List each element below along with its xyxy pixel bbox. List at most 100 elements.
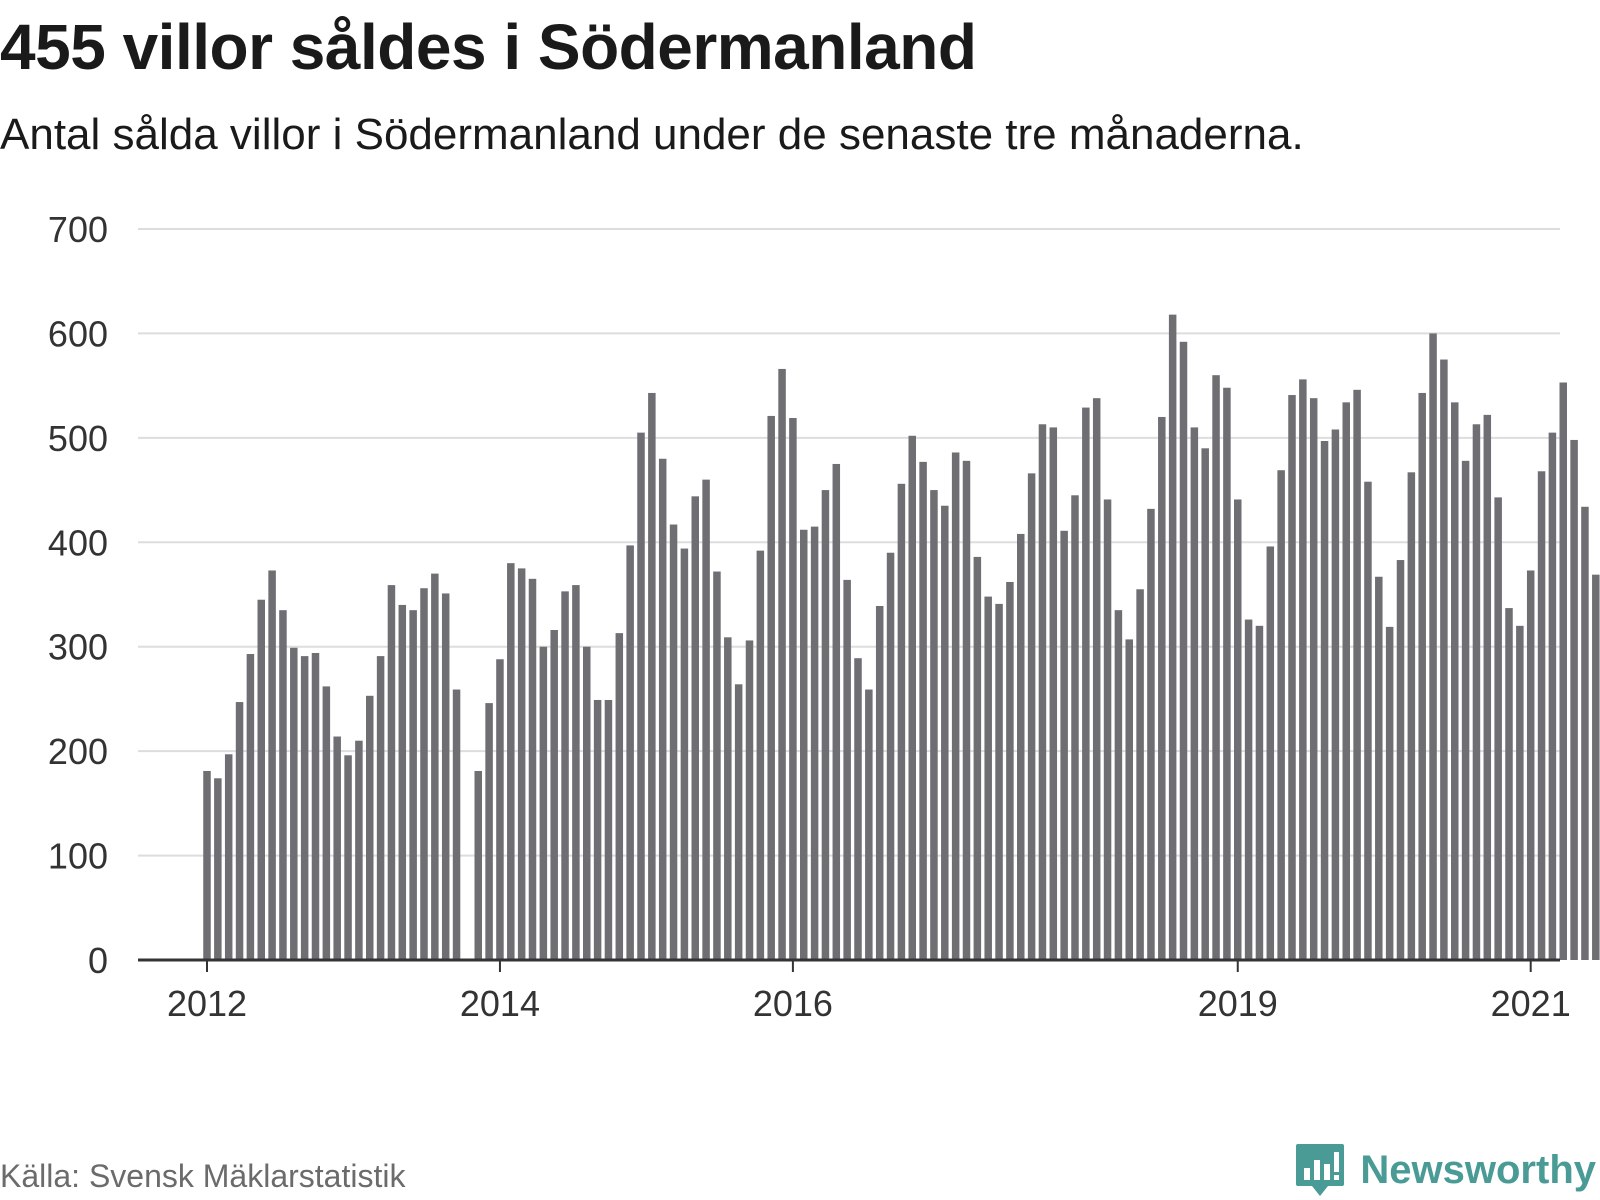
bar	[789, 418, 797, 960]
bar	[897, 483, 906, 960]
bar	[366, 695, 374, 960]
bar	[1526, 570, 1535, 960]
bar	[1461, 460, 1470, 960]
bar	[637, 432, 645, 960]
bar	[767, 415, 775, 961]
bar	[1277, 470, 1285, 960]
x-tick-label: 2021	[1491, 983, 1571, 1024]
bar	[1288, 395, 1296, 960]
bar	[843, 579, 851, 960]
bar	[734, 684, 743, 960]
bar	[951, 452, 960, 960]
x-tick-label: 2019	[1198, 983, 1278, 1024]
bar	[1548, 432, 1557, 960]
bar	[387, 585, 396, 960]
bar	[1147, 508, 1155, 960]
bar	[626, 545, 634, 960]
bar	[1092, 398, 1101, 960]
bar	[398, 604, 407, 960]
bar	[1266, 546, 1275, 960]
bar	[810, 526, 819, 960]
y-tick-label: 500	[48, 418, 108, 459]
bar	[1331, 429, 1340, 960]
bar	[311, 652, 320, 960]
bar	[778, 368, 786, 960]
bar	[431, 573, 439, 960]
bar	[485, 703, 493, 960]
bar	[1429, 333, 1437, 960]
bar	[1006, 581, 1014, 960]
bar	[246, 654, 255, 960]
bar	[1299, 379, 1307, 960]
bar	[1505, 608, 1513, 960]
bar	[669, 524, 678, 960]
bar	[1212, 375, 1220, 960]
newsworthy-logo-icon	[1296, 1144, 1345, 1196]
y-tick-label: 300	[48, 627, 108, 668]
bar	[1418, 392, 1426, 960]
bar	[1516, 625, 1524, 960]
bar	[908, 435, 916, 961]
x-tick-label: 2016	[753, 983, 833, 1024]
bar	[702, 479, 710, 960]
bar	[648, 392, 656, 960]
bar	[550, 630, 558, 960]
bar	[962, 460, 971, 960]
bar	[821, 490, 830, 960]
bar	[1049, 427, 1058, 960]
x-tick-label: 2014	[460, 983, 540, 1024]
x-tick-label: 2012	[167, 983, 247, 1024]
chart-subtitle: Antal sålda villor i Södermanland under …	[0, 110, 1304, 159]
bar	[1592, 574, 1600, 960]
bar	[1017, 533, 1025, 960]
bar	[528, 578, 537, 960]
bar	[224, 754, 233, 960]
bar	[604, 699, 613, 960]
bar	[941, 505, 949, 960]
bar	[1190, 427, 1199, 960]
bar	[973, 556, 982, 960]
bar	[376, 656, 385, 960]
bar	[1440, 359, 1448, 960]
bar-chart: 0 100 200 300 400 500 600 700 2012 2014 2016 2019 20…	[48, 209, 1600, 1024]
bar	[420, 588, 428, 960]
y-tick-label: 200	[48, 731, 108, 772]
bar	[279, 610, 287, 960]
bar	[1071, 495, 1079, 960]
bar	[561, 591, 569, 960]
bar	[214, 778, 222, 960]
bar	[1234, 499, 1242, 960]
bar	[691, 496, 699, 960]
brand[interactable]: Newsworthy	[1294, 1142, 1596, 1198]
bar	[1255, 625, 1264, 960]
bar	[756, 550, 765, 960]
y-tick-label: 100	[48, 836, 108, 877]
y-tick-label: 400	[48, 522, 108, 563]
bar	[1060, 530, 1068, 960]
bar	[593, 699, 602, 960]
bar	[1223, 387, 1231, 960]
bar	[355, 740, 363, 960]
bar	[1027, 473, 1036, 960]
bar	[517, 568, 526, 960]
bar	[832, 463, 841, 960]
bar	[496, 659, 504, 960]
bar	[452, 689, 461, 960]
bar	[1168, 314, 1177, 960]
bar	[300, 656, 309, 960]
bar	[572, 585, 580, 960]
bar	[1364, 481, 1372, 960]
bar	[1559, 382, 1567, 960]
bar	[724, 637, 732, 960]
bar	[1114, 610, 1123, 960]
bar	[984, 596, 992, 960]
bar	[1103, 499, 1112, 960]
bar	[875, 605, 884, 960]
bar	[658, 458, 667, 960]
bar	[1537, 471, 1546, 960]
bar	[680, 548, 689, 960]
bar	[1385, 626, 1394, 960]
bar	[507, 563, 515, 960]
bar	[1396, 560, 1405, 960]
bar	[800, 529, 808, 960]
